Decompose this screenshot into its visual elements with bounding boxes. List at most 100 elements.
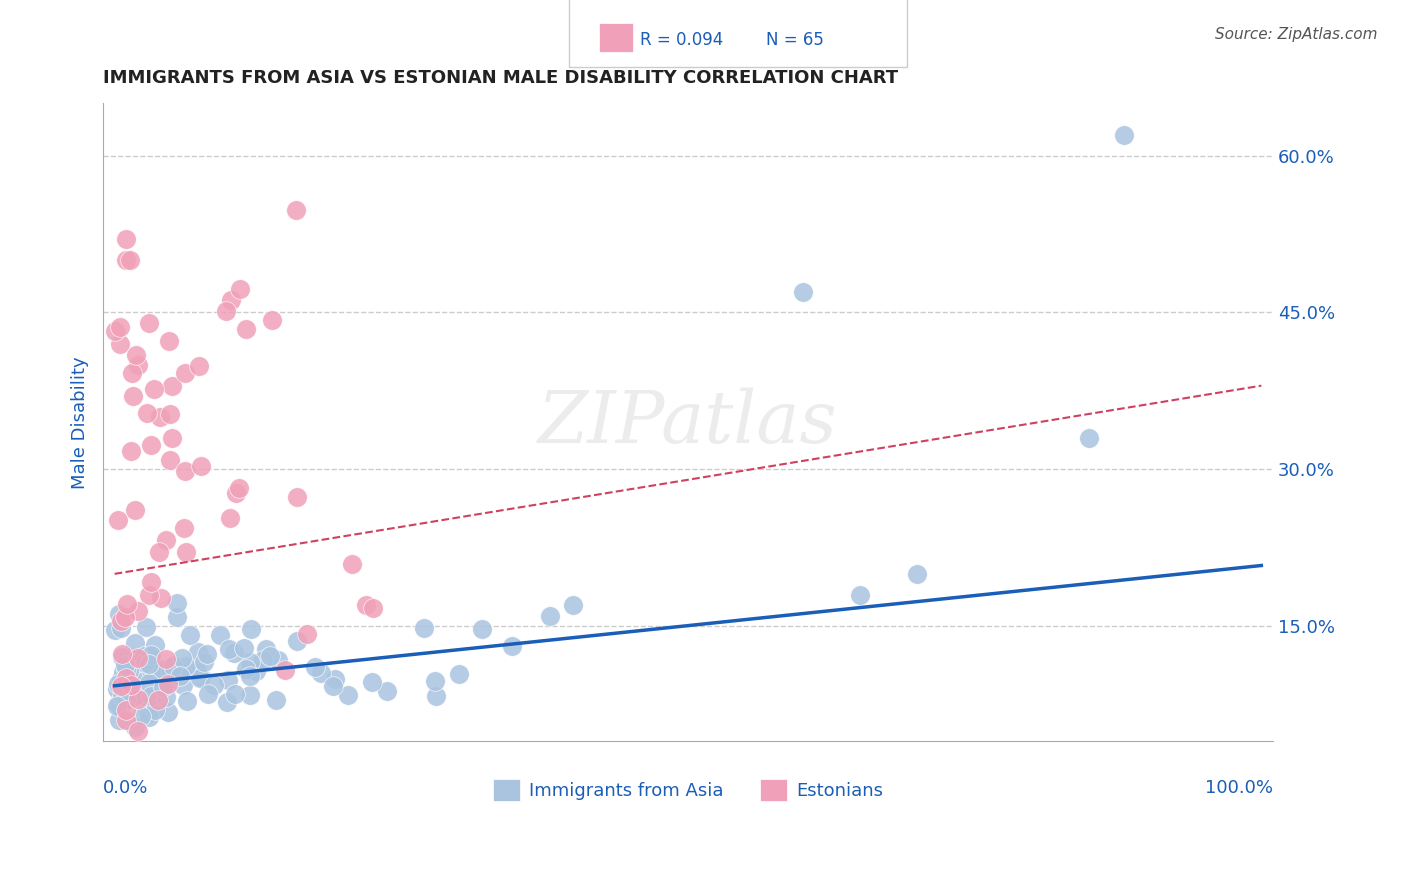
Point [112,695,135,709]
Point [111,689,134,703]
Point [155,533,177,548]
Point [148,545,170,559]
Point [309,666,332,681]
Point [245,664,267,678]
Point [138,657,160,671]
Point [138,588,160,602]
Point [190,670,212,684]
Point [127,358,149,372]
Point [159,661,181,675]
Point [447,667,470,681]
Point [110,622,132,636]
Point [139,689,162,703]
Point [218,642,240,657]
Point [166,596,188,610]
Point [125,348,148,362]
Point [174,464,197,478]
Point [115,672,138,686]
Text: 0.0%: 0.0% [103,780,149,797]
Point [117,664,139,678]
Point [166,610,188,624]
Point [232,640,254,655]
Point [354,599,377,613]
Point [187,645,209,659]
Point [209,628,232,642]
Point [115,713,138,727]
Point [1112,128,1135,142]
Point [361,675,384,690]
Point [322,679,344,693]
Point [115,655,138,669]
Point [110,320,132,334]
Point [176,659,198,673]
Point [240,622,263,636]
Point [108,337,131,351]
Point [174,367,197,381]
Point [1078,431,1101,445]
Point [129,709,152,723]
Point [111,650,134,665]
Point [285,203,308,218]
Point [266,693,288,707]
Point [131,667,153,681]
Point [228,481,250,495]
Point [170,665,193,680]
Point [159,453,181,467]
Point [187,359,209,373]
Point [138,316,160,330]
Point [219,293,242,308]
Point [110,614,132,628]
Point [121,662,143,676]
Point [160,378,183,392]
Point [115,232,138,246]
Point [262,312,284,326]
Point [179,628,201,642]
Point [122,676,145,690]
Point [172,650,194,665]
Point [285,491,308,505]
Point [143,703,166,717]
Point [105,681,128,696]
Point [273,663,295,677]
Point [224,646,246,660]
Point [155,651,177,665]
Point [122,670,145,684]
Point [127,650,149,665]
Point [235,322,257,336]
Point [169,669,191,683]
Point [110,647,132,661]
Point [124,720,146,734]
Point [285,634,308,648]
Point [190,671,212,685]
Point [377,684,399,698]
Point [115,598,138,612]
Point [139,574,162,589]
Point [340,558,363,572]
Point [112,665,135,679]
Point [115,703,138,717]
Point [105,699,128,714]
Point [142,382,165,396]
Point [108,713,131,727]
Point [172,678,194,692]
Point [136,648,159,663]
Point [115,692,138,706]
Point [120,443,142,458]
Point [149,410,172,425]
Y-axis label: Male Disability: Male Disability [72,356,89,489]
Point [122,657,145,672]
Text: ZIPatlas: ZIPatlas [538,387,838,458]
Point [905,566,928,581]
Point [252,652,274,666]
Point [162,658,184,673]
Point [217,673,239,687]
Point [124,689,146,703]
Point [157,677,180,691]
Point [228,282,250,296]
Point [139,438,162,452]
Point [104,623,127,637]
Legend: Immigrants from Asia, Estonians: Immigrants from Asia, Estonians [486,772,890,809]
Point [792,285,814,299]
Point [127,723,149,738]
Point [170,667,193,681]
